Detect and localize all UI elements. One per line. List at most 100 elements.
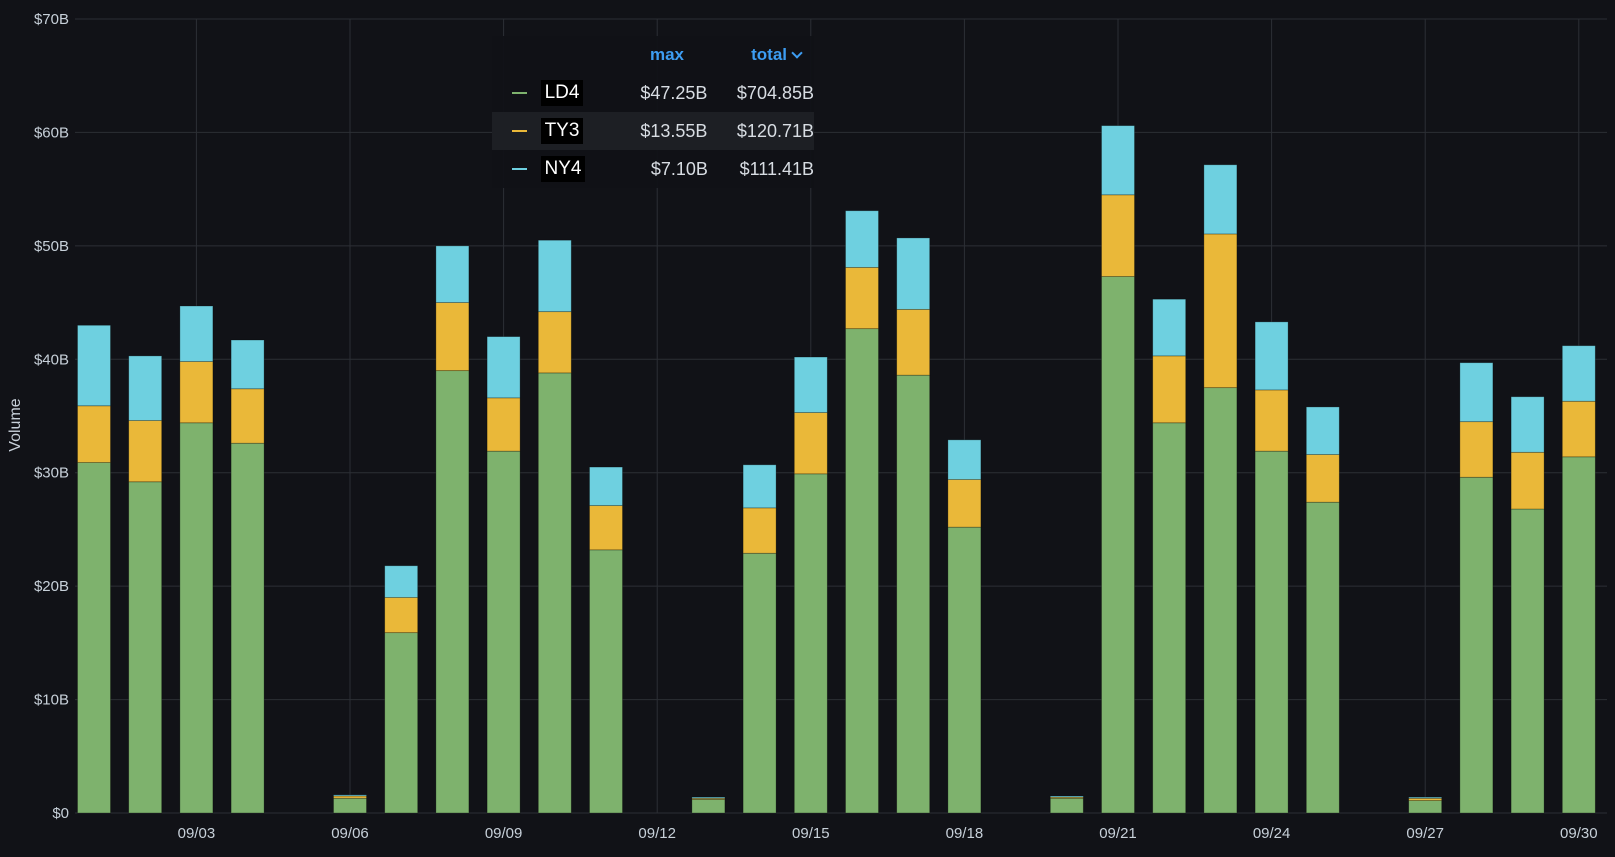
bar-segment-ld4[interactable] [230,442,265,814]
bar-segment-ld4[interactable] [435,370,470,814]
legend-swatch-ny4 [512,168,527,170]
bar-segment-ty3[interactable] [742,507,777,554]
legend-header-max[interactable]: max [649,45,684,64]
bar-segment-ty3[interactable] [179,361,214,424]
bar-segment-ny4[interactable] [1049,795,1084,798]
legend-swatch-ty3 [512,130,527,132]
bar-segment-ld4[interactable] [1203,387,1238,814]
bar-segment-ny4[interactable] [1152,298,1187,357]
bar-segment-ld4[interactable] [1049,797,1084,814]
legend-row-ny4[interactable]: NY4 $7.10B $111.41B [492,150,814,188]
bar-segment-ld4[interactable] [486,450,521,814]
legend-series-name[interactable]: NY4 [540,156,585,182]
x-tick-label: 09/09 [485,825,523,842]
bar-segment-ny4[interactable] [947,439,982,480]
bar-segment-ld4[interactable] [179,422,214,814]
bar-segment-ny4[interactable] [589,466,623,507]
y-axis-label: Volume [7,398,24,451]
bar-segment-ty3[interactable] [1203,233,1238,389]
bar-segment-ty3[interactable] [435,302,470,372]
bar-segment-ny4[interactable] [77,324,111,407]
bar-segment-ny4[interactable] [179,305,214,362]
bar-segment-ny4[interactable] [384,565,419,598]
bar-segment-ty3[interactable] [77,405,111,463]
x-tick-label: 09/12 [638,825,676,842]
bar-segment-ld4[interactable] [589,549,623,814]
bar-segment-ty3[interactable] [128,420,163,483]
bar-segment-ld4[interactable] [537,372,572,814]
bar-segment-ld4[interactable] [1152,422,1187,814]
bar-segment-ld4[interactable] [384,632,419,814]
bar-segment-ny4[interactable] [742,464,777,509]
bar-segment-ny4[interactable] [486,336,521,399]
bar-segment-ny4[interactable] [128,355,163,421]
x-axis-ticks: 09/03 09/06 09/09 09/12 09/15 09/18 09/21 09/24… [178,825,1598,842]
bar-segment-ny4[interactable] [845,210,879,268]
bar-segment-ny4[interactable] [333,794,367,797]
bar-segment-ld4[interactable] [77,462,111,814]
bar-segment-ny4[interactable] [1203,164,1238,235]
legend-max-value: $13.55B [640,120,708,141]
legend-row-ty3[interactable]: TY3 $13.55B $120.71B [492,112,814,150]
bar-segment-ny4[interactable] [1561,345,1596,402]
bar-segment-ld4[interactable] [691,798,726,814]
bar-segment-ty3[interactable] [947,479,982,528]
bar-segment-ld4[interactable] [1510,508,1545,814]
bar-segment-ld4[interactable] [845,328,879,814]
bar-segment-ld4[interactable] [1305,501,1340,814]
bar-segment-ld4[interactable] [333,797,367,814]
bar-segment-ty3[interactable] [896,308,931,376]
x-tick-label: 09/03 [178,825,216,842]
bar-segment-ty3[interactable] [845,267,879,330]
bar-segment-ty3[interactable] [1101,194,1135,277]
bar-segment-ty3[interactable] [537,311,572,374]
bar-segment-ny4[interactable] [691,796,726,799]
y-tick-label: $20B [34,578,69,595]
legend-row-ld4[interactable]: LD4 $47.25B $704.85B [492,74,814,112]
y-tick-label: $0 [52,805,69,822]
x-tick-label: 09/30 [1560,825,1598,842]
bar-segment-ty3[interactable] [1459,421,1494,478]
legend-header-total[interactable]: total [684,45,803,65]
bar-segment-ty3[interactable] [486,397,521,452]
bar-segment-ty3[interactable] [230,388,265,444]
bar-segment-ld4[interactable] [1459,476,1494,814]
grid-lines [75,18,1607,814]
bar-segment-ny4[interactable] [230,339,265,390]
bar-segment-ny4[interactable] [1459,362,1494,423]
bar-segment-ld4[interactable] [793,473,828,814]
bar-segment-ny4[interactable] [435,245,470,303]
bar-segment-ld4[interactable] [1408,800,1443,814]
bar-segment-ld4[interactable] [1101,276,1135,814]
bar-segment-ty3[interactable] [1305,454,1340,503]
legend-header-total-label: total [751,45,787,64]
y-axis-ticks: $0 $10B $20B $30B $40B $50B $60B $70B [34,11,69,822]
bar-segment-ty3[interactable] [589,505,623,551]
bar-segment-ty3[interactable] [1510,451,1545,510]
bar-segment-ny4[interactable] [1254,321,1289,391]
bar-segment-ld4[interactable] [128,481,163,814]
bar-segment-ny4[interactable] [793,356,828,413]
bar-segment-ty3[interactable] [384,597,419,634]
bar-segment-ny4[interactable] [1101,125,1135,196]
bar-segment-ny4[interactable] [1510,396,1545,453]
bar-segment-ld4[interactable] [1561,456,1596,814]
bar-segment-ty3[interactable] [793,412,828,475]
bar-segment-ny4[interactable] [537,239,572,313]
x-tick-label: 09/24 [1253,825,1291,842]
bar-segment-ty3[interactable] [1152,355,1187,424]
bar-segment-ld4[interactable] [1254,450,1289,814]
legend-total-value: $111.41B [739,158,814,179]
bar-segment-ld4[interactable] [947,526,982,814]
bar-segment-ld4[interactable] [896,374,931,814]
bar-segment-ny4[interactable] [1408,796,1443,799]
legend-series-name[interactable]: TY3 [540,118,584,144]
bar-segment-ty3[interactable] [1561,400,1596,458]
bar-segment-ny4[interactable] [896,237,931,310]
bar-segment-ny4[interactable] [1305,406,1340,455]
bar-segment-ty3[interactable] [1254,389,1289,452]
legend-series-name[interactable]: LD4 [540,80,584,106]
bar-segment-ld4[interactable] [742,552,777,814]
legend: max total LD4 $47.25B $704.85B TY3 $13.5… [492,36,814,188]
legend-swatch-ld4 [512,92,527,94]
